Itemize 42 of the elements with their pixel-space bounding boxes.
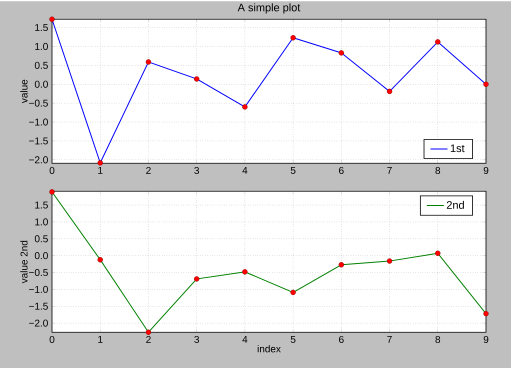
x-tick-label: 0: [50, 336, 54, 343]
y-tick-label: −1.5: [29, 137, 48, 144]
x-tick-label: 1: [98, 166, 103, 174]
x-tick-label: 3: [194, 166, 200, 174]
x-tick-label: 9: [484, 166, 488, 174]
x-tick-label: 9: [484, 336, 488, 343]
y-tick-label: −1.0: [29, 118, 48, 126]
y-axis-title: value 2nd: [20, 240, 28, 284]
y-tick-label: 0.0: [34, 80, 48, 88]
y-tick-label: 0.5: [34, 235, 48, 242]
y-axis-title: value: [20, 80, 28, 104]
x-tick-label: 7: [387, 166, 392, 174]
y-tick-label: 0.0: [34, 252, 48, 260]
legend-label: 1st: [450, 144, 465, 152]
x-axis-title: index: [258, 344, 281, 352]
x-tick-label: 5: [290, 336, 296, 343]
chart-title: A simple plot: [238, 3, 300, 14]
x-tick-label: 2: [146, 336, 151, 343]
y-tick-label: 1.5: [35, 24, 48, 31]
x-tick-label: 3: [194, 336, 200, 343]
y-tick-label: 1.0: [35, 218, 48, 226]
x-tick-label: 7: [387, 336, 392, 343]
legend-label: 2nd: [446, 200, 464, 209]
x-tick-label: 6: [339, 166, 344, 174]
x-tick-label: 0: [50, 166, 54, 174]
y-tick-label: −0.5: [29, 268, 48, 276]
x-tick-label: 8: [435, 166, 440, 174]
x-tick-label: 6: [339, 336, 344, 343]
x-tick-label: 1: [98, 336, 103, 343]
y-tick-label: 1.0: [35, 42, 48, 50]
x-tick-label: 5: [290, 166, 296, 174]
y-tick-label: −2.0: [29, 319, 48, 327]
y-tick-label: 0.5: [34, 62, 48, 69]
y-tick-label: −1.0: [29, 286, 48, 293]
y-tick-label: −2.0: [29, 156, 48, 164]
x-tick-label: 2: [146, 166, 151, 174]
x-tick-label: 8: [435, 336, 440, 343]
y-tick-label: −1.5: [29, 302, 48, 310]
x-tick-label: 4: [242, 166, 248, 174]
x-tick-label: 4: [242, 336, 248, 343]
y-tick-label: −0.5: [29, 100, 48, 107]
y-tick-label: 1.5: [35, 201, 48, 208]
